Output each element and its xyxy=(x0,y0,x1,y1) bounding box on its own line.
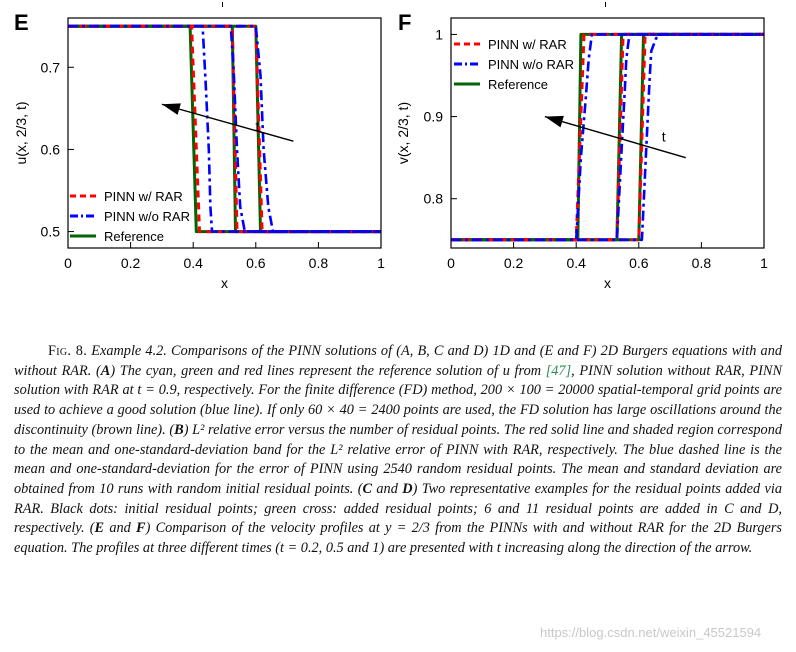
series-line-pinn-w-rar xyxy=(451,32,764,242)
arrow-head xyxy=(544,115,564,128)
x-axis-label: x xyxy=(221,275,228,291)
axes-frame xyxy=(450,17,765,249)
y-tick-label: 0.7 xyxy=(41,59,61,75)
panel-letter: F xyxy=(398,10,411,35)
series-line-pinn-w-rar xyxy=(68,24,381,234)
caption-part: ) Two representative examples for the re… xyxy=(14,480,783,537)
caption-bold: B xyxy=(174,421,184,438)
panel-e: t 0 0.2 0.4 0.6 0.8 1 0.5 0.6 0.7 x u(x, 2/3, t) E PI… xyxy=(13,2,385,291)
caption-part: ) The cyan, green and red lines represen… xyxy=(110,362,546,379)
panel-f: t 0 0.2 0.4 0.6 0.8 1 0.8 0.9 1 x v(x, 2/3, t) F PINN… xyxy=(395,2,768,291)
caption-fig-label: Fig. 8. xyxy=(48,343,88,359)
x-tick-label: 1 xyxy=(377,255,385,271)
y-tick-label: 0.5 xyxy=(41,224,61,240)
watermark: https://blog.csdn.net/weixin_45521594 xyxy=(540,625,762,640)
x-tick-label: 0.8 xyxy=(309,255,329,271)
time-arrow xyxy=(544,115,686,159)
x-tick-label: 0.6 xyxy=(246,255,266,271)
caption-part: and xyxy=(372,480,403,497)
y-axis-label: v(x, 2/3, t) xyxy=(395,102,411,164)
panel-letter: E xyxy=(14,10,29,35)
x-tick-label: 0 xyxy=(64,255,72,271)
series-line-pinn-w-o-rar xyxy=(68,24,381,233)
caption-part: ) Comparison of the velocity profiles at… xyxy=(14,520,782,557)
arrow-head xyxy=(161,103,181,115)
x-tick-label: 0.4 xyxy=(183,255,203,271)
x-tick-label: 0.4 xyxy=(566,255,586,271)
caption-part: ) L² relative error versus the number of… xyxy=(14,421,783,497)
caption-part: and xyxy=(104,520,137,537)
caption-citation-link[interactable]: [47] xyxy=(545,362,572,379)
arrow-label: t xyxy=(662,129,666,145)
legend: PINN w/ RAR PINN w/o RAR Reference xyxy=(70,189,190,244)
caption-bold: D xyxy=(402,480,413,497)
x-tick-label: 0.8 xyxy=(692,255,712,271)
x-axis-label: x xyxy=(604,275,611,291)
legend-entry: PINN w/o RAR xyxy=(488,57,574,72)
series-line-pinn-w-o-rar xyxy=(451,33,764,242)
y-tick-label: 0.9 xyxy=(424,109,444,125)
x-tick-label: 0 xyxy=(447,255,455,271)
caption-bold: A xyxy=(100,362,111,379)
legend: PINN w/ RAR PINN w/o RAR Reference xyxy=(454,37,574,92)
plot-area xyxy=(451,32,764,242)
figure-caption: Fig. 8. Example 4.2. Comparisons of the … xyxy=(14,342,782,559)
caption-bold: E xyxy=(94,520,105,537)
y-tick-label: 0.8 xyxy=(424,191,444,207)
y-tick-label: 1 xyxy=(435,26,443,42)
legend-entry: Reference xyxy=(104,229,164,244)
y-axis-label: u(x, 2/3, t) xyxy=(13,101,29,164)
series-line-pinn-w-rar xyxy=(68,24,381,234)
caption-part: Example 4.2. Comparisons of the PINN sol… xyxy=(14,343,782,379)
y-tick-label: 0.6 xyxy=(41,141,61,157)
x-tick-label: 1 xyxy=(760,255,768,271)
series-line-pinn-w-o-rar xyxy=(451,33,764,242)
caption-bold: C xyxy=(362,480,373,497)
x-tick-label: 0.2 xyxy=(121,255,141,271)
caption-bold: F xyxy=(136,520,146,537)
arrow-label: t xyxy=(255,118,259,134)
x-tick-label: 0.2 xyxy=(504,255,524,271)
axes-frame xyxy=(67,17,382,249)
legend-entry: Reference xyxy=(488,77,548,92)
legend-entry: PINN w/ RAR xyxy=(488,37,567,52)
caption-part: , PINN solution without RAR, PINN soluti… xyxy=(14,362,782,438)
legend-entry: PINN w/o RAR xyxy=(104,209,190,224)
plot-area xyxy=(68,24,381,234)
legend-entry: PINN w/ RAR xyxy=(104,189,183,204)
figure-panels: t 0 0.2 0.4 0.6 0.8 1 0.5 0.6 0.7 x u(x, 2/3, t) E PI… xyxy=(13,2,768,291)
series-line-pinn-w-rar xyxy=(451,32,764,242)
x-tick-label: 0.6 xyxy=(629,255,649,271)
time-arrow xyxy=(161,103,294,142)
